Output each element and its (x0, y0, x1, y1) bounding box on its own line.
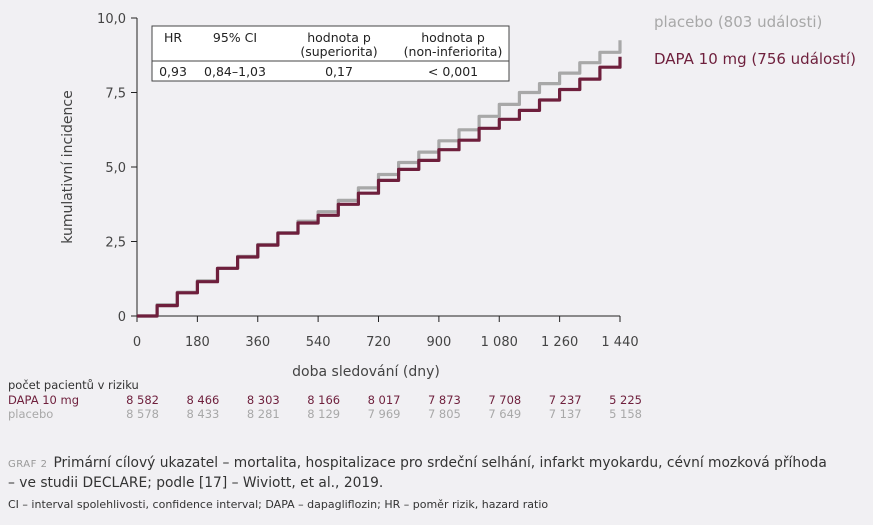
risk-value: 8 017 (367, 393, 401, 407)
risk-value: 7 708 (488, 393, 522, 407)
hr-table-header-sup-sub: (superiorita) (300, 44, 377, 59)
chart-area: 0 180 360 540 720 900 1 080 1 260 1 440 0 2,5 5,0 7… (60, 12, 856, 380)
y-tick-label: 5,0 (105, 161, 126, 176)
legend-dapa: DAPA 10 mg (756 událostí) (654, 50, 856, 68)
risk-value: 8 281 (246, 407, 280, 421)
risk-value: 8 129 (307, 407, 341, 421)
figure-caption: GRAF 2 Primární cílový ukazatel – mortali… (8, 454, 858, 493)
graf-label: GRAF 2 (8, 459, 48, 470)
x-tick-label: 360 (245, 335, 270, 350)
series-lines (137, 40, 622, 318)
y-axis-title: kumulativní incidence (60, 90, 76, 243)
hr-table: HR 95% CI hodnota p (superiorita) hodnot… (151, 25, 510, 82)
series-line-placebo (137, 40, 622, 318)
hr-table-value-ninf: < 0,001 (428, 64, 478, 79)
x-tick-label: 180 (185, 335, 210, 350)
hr-table-box (151, 25, 510, 82)
risk-value: 8 166 (307, 393, 341, 407)
y-ticks: 0 2,5 5,0 7,5 10,0 (97, 12, 137, 325)
footnote: CI – interval spolehlivosti, confidence … (8, 498, 549, 511)
risk-row-placebo: placebo 8 578 8 433 8 281 8 129 7 969 7 805 7 6… (8, 407, 642, 421)
hr-table-value-hr: 0,93 (159, 64, 187, 79)
risk-value: 5 158 (609, 407, 642, 421)
x-tick-label: 1 260 (541, 335, 578, 350)
risk-row-label: placebo (8, 407, 54, 421)
risk-value: 7 137 (548, 407, 582, 421)
legend-placebo: placebo (803 události) (654, 13, 822, 31)
y-tick-label: 2,5 (105, 236, 126, 251)
risk-value: 8 303 (246, 393, 280, 407)
risk-row-dapa: DAPA 10 mg 8 582 8 466 8 303 8 166 8 017 7 873… (8, 393, 642, 407)
hr-table-header-ci: 95% CI (213, 30, 257, 45)
risk-value: 7 649 (488, 407, 522, 421)
risk-value: 8 582 (126, 393, 159, 407)
caption-line-2: – ve studii DECLARE; podle [17] – Wiviot… (8, 475, 384, 491)
x-tick-label: 540 (306, 335, 331, 350)
y-tick-label: 10,0 (97, 12, 126, 27)
x-tick-label: 900 (426, 335, 451, 350)
risk-value: 7 873 (427, 393, 461, 407)
x-tick-label: 720 (366, 335, 391, 350)
risk-value: 7 237 (548, 393, 582, 407)
risk-value: 5 225 (609, 393, 642, 407)
hr-table-header-ninf: hodnota p (421, 30, 485, 45)
hr-table-header-hr: HR (164, 30, 182, 45)
series-line-dapa (137, 56, 622, 318)
x-tick-label: 1 440 (601, 335, 638, 350)
risk-value: 8 466 (186, 393, 220, 407)
y-tick-label: 7,5 (105, 87, 126, 102)
risk-value: 7 969 (367, 407, 401, 421)
hr-table-header-sup: hodnota p (307, 30, 371, 45)
risk-value: 8 433 (186, 407, 220, 421)
hr-table-value-ci: 0,84–1,03 (204, 64, 266, 79)
hr-table-header-ninf-sub: (non-inferiorita) (404, 44, 503, 59)
y-tick-label: 0 (118, 310, 126, 325)
hr-table-value-sup: 0,17 (325, 64, 353, 79)
x-axis-title: doba sledování (dny) (292, 364, 440, 380)
x-ticks: 0 180 360 540 720 900 1 080 1 260 1 440 (133, 316, 639, 350)
risk-value: 7 805 (427, 407, 461, 421)
x-tick-label: 1 080 (481, 335, 518, 350)
caption-line-1: Primární cílový ukazatel – mortalita, ho… (53, 455, 827, 471)
x-tick-label: 0 (133, 335, 141, 350)
risk-table: počet pacientů v riziku DAPA 10 mg 8 582 8… (8, 378, 642, 421)
risk-table-title: počet pacientů v riziku (8, 378, 139, 392)
risk-row-label: DAPA 10 mg (8, 393, 80, 407)
risk-value: 8 578 (126, 407, 159, 421)
